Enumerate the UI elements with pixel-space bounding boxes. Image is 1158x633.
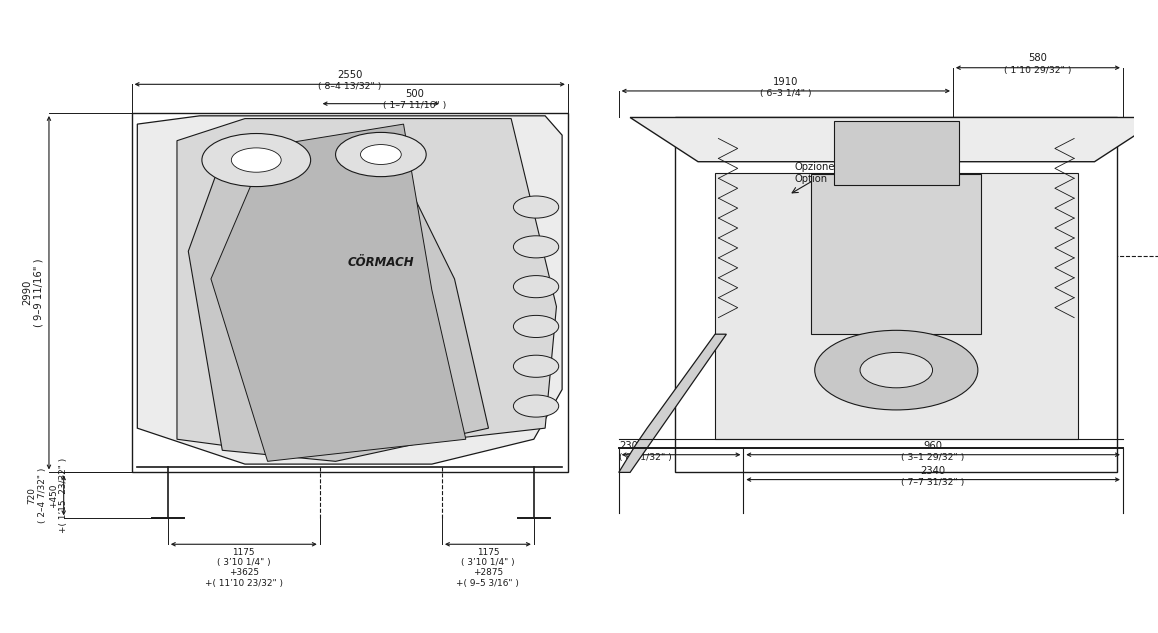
Circle shape (336, 132, 426, 177)
Circle shape (232, 148, 281, 172)
Polygon shape (618, 334, 726, 472)
Text: 2990
( 9–9 11/16" ): 2990 ( 9–9 11/16" ) (22, 258, 44, 327)
Text: 1175
( 3’10 1/4" )
+3625
+( 11’10 23/32" ): 1175 ( 3’10 1/4" ) +3625 +( 11’10 23/32"… (205, 548, 283, 588)
Text: ( 8–4 13/32" ): ( 8–4 13/32" ) (318, 82, 381, 91)
Circle shape (513, 355, 558, 377)
Polygon shape (189, 130, 489, 461)
Text: 230: 230 (618, 441, 638, 451)
Text: Opzione
Option: Opzione Option (794, 162, 835, 184)
Bar (812, 175, 981, 334)
Bar (675, 118, 1117, 472)
Text: 960: 960 (924, 441, 943, 451)
Text: ( 3–1 29/32" ): ( 3–1 29/32" ) (901, 453, 965, 462)
Polygon shape (630, 118, 1158, 161)
Polygon shape (177, 118, 557, 456)
Text: ( 1’10 29/32" ): ( 1’10 29/32" ) (1004, 66, 1071, 75)
Text: 1175
( 3’10 1/4" )
+2875
+( 9–5 3/16" ): 1175 ( 3’10 1/4" ) +2875 +( 9–5 3/16" ) (456, 548, 519, 588)
Circle shape (815, 330, 977, 410)
Bar (132, 113, 567, 472)
Circle shape (513, 275, 558, 298)
Text: 720
( 2–4 7/32" )
+450
+( 1’15  23/32" ): 720 ( 2–4 7/32" ) +450 +( 1’15 23/32" ) (28, 458, 68, 533)
Text: 2550: 2550 (337, 70, 362, 80)
Circle shape (201, 134, 310, 187)
Circle shape (513, 315, 558, 337)
Circle shape (513, 395, 558, 417)
Text: ( 6–3 1/4" ): ( 6–3 1/4" ) (760, 89, 812, 97)
Bar (834, 121, 959, 185)
Polygon shape (211, 124, 466, 461)
Text: 500: 500 (405, 89, 424, 99)
Text: 2340: 2340 (921, 466, 946, 476)
Text: 580: 580 (1028, 53, 1047, 63)
Circle shape (860, 353, 932, 388)
Circle shape (513, 235, 558, 258)
Text: ( 1–7 11/16" ): ( 1–7 11/16" ) (383, 101, 447, 110)
Bar (714, 173, 1078, 439)
Text: ( 7–7 31/32" ): ( 7–7 31/32" ) (901, 478, 965, 487)
Text: ( 8 31/32" ): ( 8 31/32" ) (618, 453, 672, 462)
Circle shape (360, 144, 402, 165)
Polygon shape (138, 116, 562, 464)
Text: CÖRMACH: CÖRMACH (347, 256, 415, 269)
Text: 1910: 1910 (774, 77, 799, 87)
Circle shape (513, 196, 558, 218)
